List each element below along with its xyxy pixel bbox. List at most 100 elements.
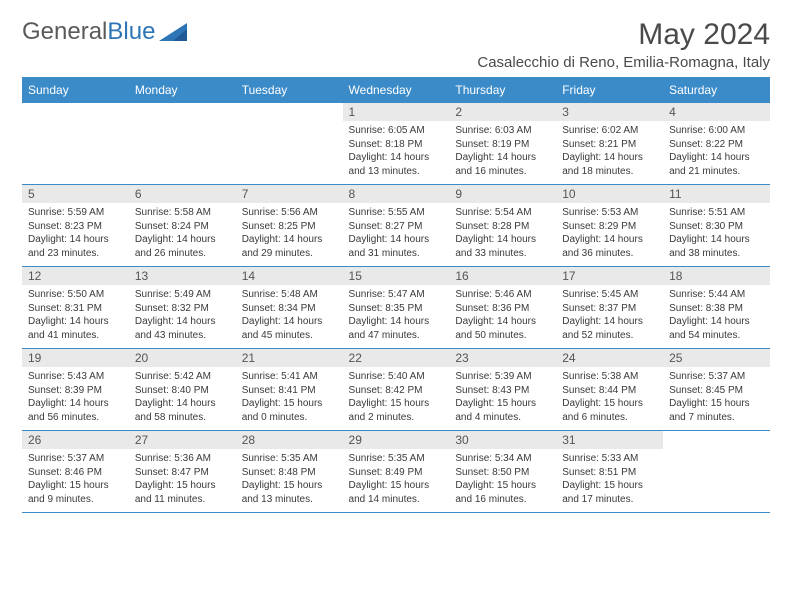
logo-triangle-icon — [159, 19, 187, 46]
calendar-week-row: 12Sunrise: 5:50 AMSunset: 8:31 PMDayligh… — [22, 267, 770, 349]
title-block: May 2024 Casalecchio di Reno, Emilia-Rom… — [477, 18, 770, 71]
logo: GeneralBlue — [22, 18, 187, 46]
calendar-day-cell: 21Sunrise: 5:41 AMSunset: 8:41 PMDayligh… — [236, 349, 343, 431]
day-content: Sunrise: 5:58 AMSunset: 8:24 PMDaylight:… — [129, 203, 236, 266]
month-title: May 2024 — [477, 18, 770, 52]
day-content: Sunrise: 6:03 AMSunset: 8:19 PMDaylight:… — [449, 121, 556, 184]
calendar-day-cell: 4Sunrise: 6:00 AMSunset: 8:22 PMDaylight… — [663, 102, 770, 185]
calendar-day-cell: 17Sunrise: 5:45 AMSunset: 8:37 PMDayligh… — [556, 267, 663, 349]
day-number: 14 — [236, 267, 343, 285]
day-number: 1 — [343, 103, 450, 121]
header: GeneralBlue May 2024 Casalecchio di Reno… — [22, 18, 770, 71]
day-number: 27 — [129, 431, 236, 449]
day-number: 29 — [343, 431, 450, 449]
day-content: Sunrise: 5:45 AMSunset: 8:37 PMDaylight:… — [556, 285, 663, 348]
day-number: 22 — [343, 349, 450, 367]
calendar-day-cell — [663, 431, 770, 513]
calendar-day-cell — [236, 102, 343, 185]
weekday-header: Saturday — [663, 78, 770, 102]
calendar-day-cell: 7Sunrise: 5:56 AMSunset: 8:25 PMDaylight… — [236, 185, 343, 267]
day-content: Sunrise: 6:02 AMSunset: 8:21 PMDaylight:… — [556, 121, 663, 184]
calendar-day-cell: 25Sunrise: 5:37 AMSunset: 8:45 PMDayligh… — [663, 349, 770, 431]
day-content: Sunrise: 5:37 AMSunset: 8:46 PMDaylight:… — [22, 449, 129, 512]
day-content: Sunrise: 5:59 AMSunset: 8:23 PMDaylight:… — [22, 203, 129, 266]
day-content: Sunrise: 5:33 AMSunset: 8:51 PMDaylight:… — [556, 449, 663, 512]
calendar-week-row: 26Sunrise: 5:37 AMSunset: 8:46 PMDayligh… — [22, 431, 770, 513]
day-content: Sunrise: 5:44 AMSunset: 8:38 PMDaylight:… — [663, 285, 770, 348]
day-content: Sunrise: 5:50 AMSunset: 8:31 PMDaylight:… — [22, 285, 129, 348]
calendar-day-cell: 2Sunrise: 6:03 AMSunset: 8:19 PMDaylight… — [449, 102, 556, 185]
logo-text-general: General — [22, 18, 107, 45]
calendar-day-cell — [129, 102, 236, 185]
day-number: 19 — [22, 349, 129, 367]
day-content: Sunrise: 5:48 AMSunset: 8:34 PMDaylight:… — [236, 285, 343, 348]
calendar-day-cell: 1Sunrise: 6:05 AMSunset: 8:18 PMDaylight… — [343, 102, 450, 185]
calendar-head: SundayMondayTuesdayWednesdayThursdayFrid… — [22, 78, 770, 102]
calendar-week-row: 5Sunrise: 5:59 AMSunset: 8:23 PMDaylight… — [22, 185, 770, 267]
day-number: 21 — [236, 349, 343, 367]
day-number: 20 — [129, 349, 236, 367]
calendar-day-cell: 16Sunrise: 5:46 AMSunset: 8:36 PMDayligh… — [449, 267, 556, 349]
day-number: 3 — [556, 103, 663, 121]
calendar-body: 1Sunrise: 6:05 AMSunset: 8:18 PMDaylight… — [22, 102, 770, 513]
calendar-day-cell: 19Sunrise: 5:43 AMSunset: 8:39 PMDayligh… — [22, 349, 129, 431]
calendar-day-cell: 24Sunrise: 5:38 AMSunset: 8:44 PMDayligh… — [556, 349, 663, 431]
weekday-row: SundayMondayTuesdayWednesdayThursdayFrid… — [22, 78, 770, 102]
day-number: 24 — [556, 349, 663, 367]
day-number: 9 — [449, 185, 556, 203]
calendar-day-cell: 22Sunrise: 5:40 AMSunset: 8:42 PMDayligh… — [343, 349, 450, 431]
calendar-day-cell: 31Sunrise: 5:33 AMSunset: 8:51 PMDayligh… — [556, 431, 663, 513]
day-number: 11 — [663, 185, 770, 203]
day-content: Sunrise: 5:56 AMSunset: 8:25 PMDaylight:… — [236, 203, 343, 266]
day-number: 4 — [663, 103, 770, 121]
day-content: Sunrise: 5:55 AMSunset: 8:27 PMDaylight:… — [343, 203, 450, 266]
logo-text: GeneralBlue — [22, 18, 155, 46]
calendar-day-cell: 29Sunrise: 5:35 AMSunset: 8:49 PMDayligh… — [343, 431, 450, 513]
weekday-header: Thursday — [449, 78, 556, 102]
day-content: Sunrise: 5:38 AMSunset: 8:44 PMDaylight:… — [556, 367, 663, 430]
calendar-day-cell: 23Sunrise: 5:39 AMSunset: 8:43 PMDayligh… — [449, 349, 556, 431]
day-content: Sunrise: 6:05 AMSunset: 8:18 PMDaylight:… — [343, 121, 450, 184]
day-content: Sunrise: 5:35 AMSunset: 8:49 PMDaylight:… — [343, 449, 450, 512]
day-number: 16 — [449, 267, 556, 285]
day-content: Sunrise: 5:41 AMSunset: 8:41 PMDaylight:… — [236, 367, 343, 430]
calendar-day-cell: 12Sunrise: 5:50 AMSunset: 8:31 PMDayligh… — [22, 267, 129, 349]
calendar-day-cell: 10Sunrise: 5:53 AMSunset: 8:29 PMDayligh… — [556, 185, 663, 267]
calendar-day-cell: 15Sunrise: 5:47 AMSunset: 8:35 PMDayligh… — [343, 267, 450, 349]
day-content: Sunrise: 5:42 AMSunset: 8:40 PMDaylight:… — [129, 367, 236, 430]
day-number: 26 — [22, 431, 129, 449]
day-content: Sunrise: 5:35 AMSunset: 8:48 PMDaylight:… — [236, 449, 343, 512]
calendar-day-cell: 9Sunrise: 5:54 AMSunset: 8:28 PMDaylight… — [449, 185, 556, 267]
day-content: Sunrise: 5:43 AMSunset: 8:39 PMDaylight:… — [22, 367, 129, 430]
calendar-day-cell: 18Sunrise: 5:44 AMSunset: 8:38 PMDayligh… — [663, 267, 770, 349]
calendar-day-cell — [22, 102, 129, 185]
day-content: Sunrise: 6:00 AMSunset: 8:22 PMDaylight:… — [663, 121, 770, 184]
calendar-day-cell: 20Sunrise: 5:42 AMSunset: 8:40 PMDayligh… — [129, 349, 236, 431]
day-content: Sunrise: 5:34 AMSunset: 8:50 PMDaylight:… — [449, 449, 556, 512]
day-number: 30 — [449, 431, 556, 449]
day-number: 12 — [22, 267, 129, 285]
day-content: Sunrise: 5:53 AMSunset: 8:29 PMDaylight:… — [556, 203, 663, 266]
location: Casalecchio di Reno, Emilia-Romagna, Ita… — [477, 54, 770, 71]
day-number: 28 — [236, 431, 343, 449]
day-number: 2 — [449, 103, 556, 121]
day-number: 6 — [129, 185, 236, 203]
day-content: Sunrise: 5:40 AMSunset: 8:42 PMDaylight:… — [343, 367, 450, 430]
day-number: 31 — [556, 431, 663, 449]
day-content: Sunrise: 5:37 AMSunset: 8:45 PMDaylight:… — [663, 367, 770, 430]
weekday-header: Tuesday — [236, 78, 343, 102]
day-number: 17 — [556, 267, 663, 285]
day-content: Sunrise: 5:36 AMSunset: 8:47 PMDaylight:… — [129, 449, 236, 512]
calendar-day-cell: 8Sunrise: 5:55 AMSunset: 8:27 PMDaylight… — [343, 185, 450, 267]
calendar-week-row: 19Sunrise: 5:43 AMSunset: 8:39 PMDayligh… — [22, 349, 770, 431]
day-number: 15 — [343, 267, 450, 285]
calendar-day-cell: 26Sunrise: 5:37 AMSunset: 8:46 PMDayligh… — [22, 431, 129, 513]
weekday-header: Monday — [129, 78, 236, 102]
calendar-day-cell: 5Sunrise: 5:59 AMSunset: 8:23 PMDaylight… — [22, 185, 129, 267]
calendar-day-cell: 14Sunrise: 5:48 AMSunset: 8:34 PMDayligh… — [236, 267, 343, 349]
calendar-day-cell: 6Sunrise: 5:58 AMSunset: 8:24 PMDaylight… — [129, 185, 236, 267]
day-number: 25 — [663, 349, 770, 367]
day-content: Sunrise: 5:54 AMSunset: 8:28 PMDaylight:… — [449, 203, 556, 266]
day-content: Sunrise: 5:49 AMSunset: 8:32 PMDaylight:… — [129, 285, 236, 348]
day-number: 10 — [556, 185, 663, 203]
